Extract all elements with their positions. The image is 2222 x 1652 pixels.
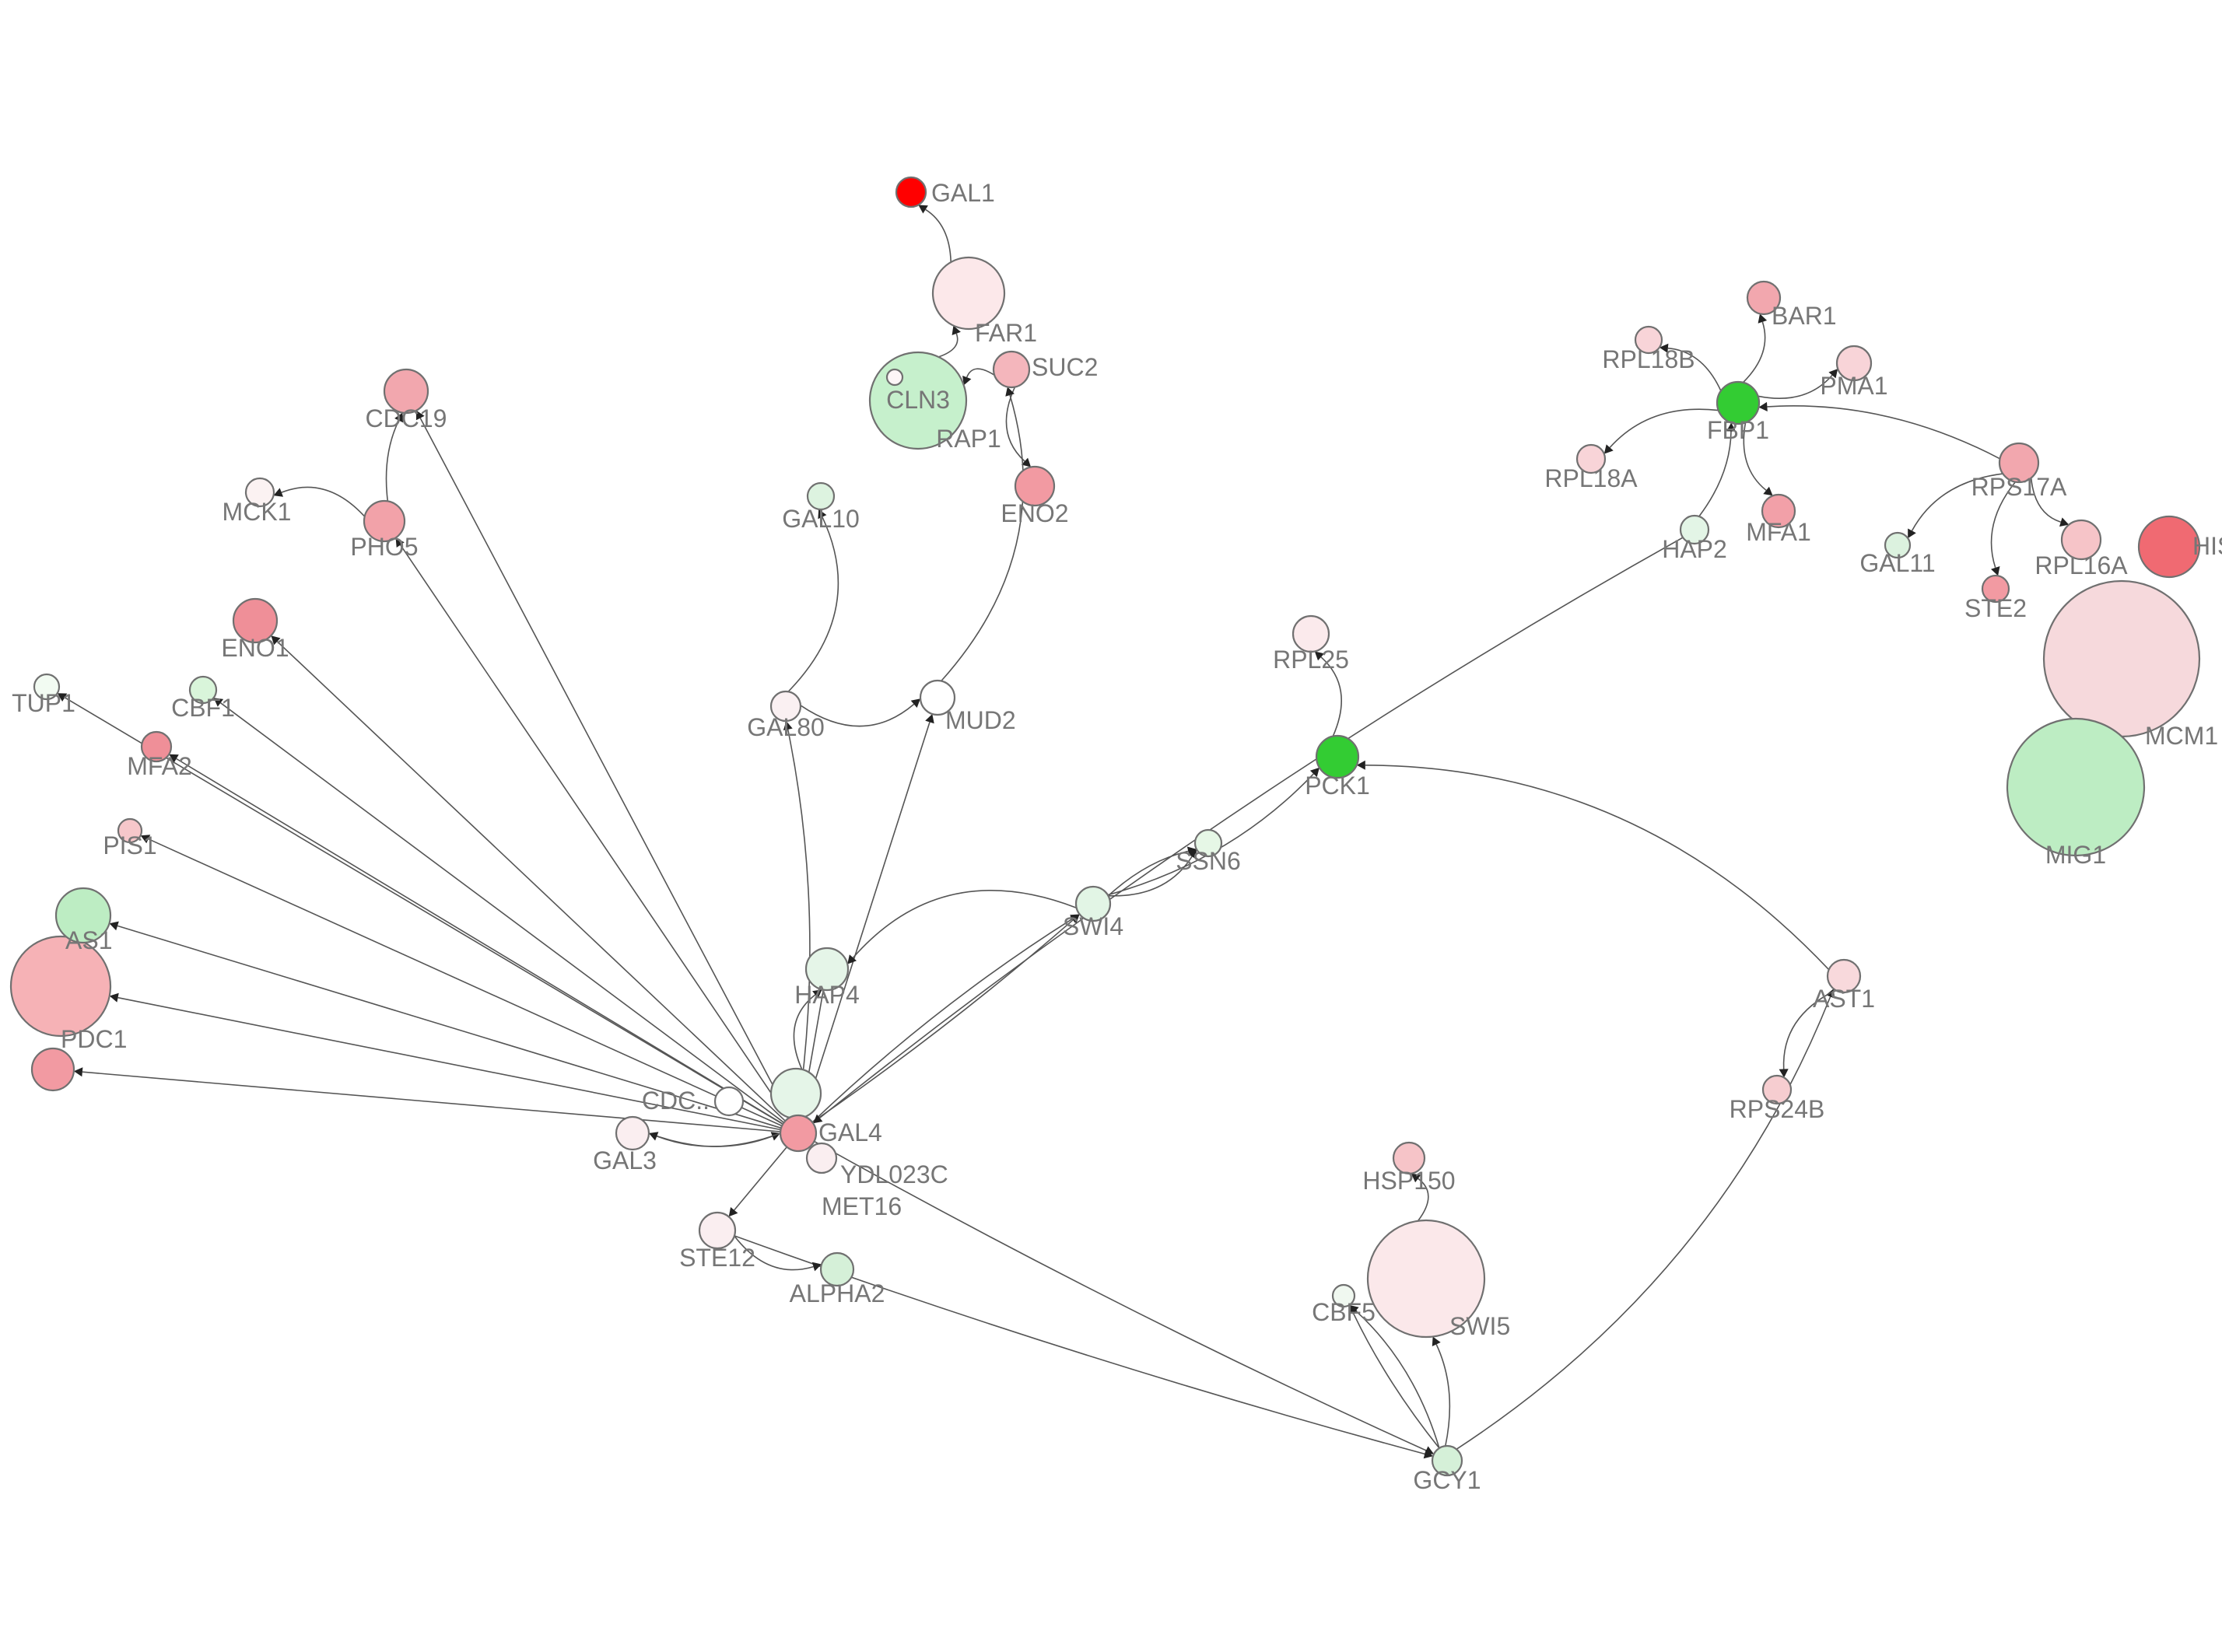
- svg-text:RPS17A: RPS17A: [1971, 473, 2067, 501]
- svg-text:GAL10: GAL10: [782, 505, 860, 533]
- svg-text:GAL3: GAL3: [593, 1146, 657, 1174]
- svg-text:SWI5: SWI5: [1449, 1312, 1510, 1340]
- svg-text:RPS24B: RPS24B: [1730, 1095, 1825, 1123]
- svg-text:SWI4: SWI4: [1063, 912, 1123, 940]
- svg-text:MET16: MET16: [822, 1192, 902, 1220]
- svg-text:PHO5: PHO5: [350, 533, 418, 561]
- svg-text:TUP1: TUP1: [12, 689, 75, 717]
- svg-text:BAR1: BAR1: [1772, 302, 1837, 330]
- svg-text:RPL18A: RPL18A: [1544, 464, 1638, 492]
- svg-text:MFA2: MFA2: [127, 752, 192, 780]
- svg-text:YDL023C: YDL023C: [840, 1160, 948, 1188]
- svg-text:RPL25: RPL25: [1273, 646, 1349, 674]
- svg-text:ENO2: ENO2: [1001, 499, 1068, 527]
- svg-text:AS1: AS1: [65, 926, 112, 954]
- svg-text:AST1: AST1: [1813, 985, 1875, 1013]
- svg-text:FBP1: FBP1: [1707, 416, 1769, 444]
- svg-text:ALPHA2: ALPHA2: [790, 1279, 885, 1307]
- svg-text:MCK1: MCK1: [223, 498, 292, 526]
- svg-text:SSN6: SSN6: [1176, 847, 1241, 875]
- svg-text:PCK1: PCK1: [1305, 772, 1370, 800]
- svg-text:MCM1: MCM1: [2145, 722, 2218, 750]
- svg-text:HIS4: HIS4: [2192, 532, 2222, 560]
- svg-text:MFA1: MFA1: [1746, 518, 1811, 546]
- svg-text:GAL11: GAL11: [1859, 549, 1935, 577]
- svg-text:HAP4: HAP4: [794, 981, 860, 1009]
- svg-text:STE2: STE2: [1964, 594, 2027, 622]
- svg-text:FAR1: FAR1: [975, 319, 1037, 347]
- svg-text:PMA1: PMA1: [1820, 372, 1887, 400]
- svg-text:GAL4: GAL4: [818, 1118, 882, 1146]
- svg-text:MIG1: MIG1: [2045, 841, 2106, 869]
- svg-text:GAL80: GAL80: [747, 713, 825, 741]
- svg-text:RPL18B: RPL18B: [1602, 345, 1695, 373]
- svg-text:RAP1: RAP1: [936, 425, 1001, 453]
- svg-text:CLN3: CLN3: [886, 386, 950, 414]
- svg-text:PIS1: PIS1: [103, 831, 156, 859]
- svg-text:CDC19: CDC19: [366, 404, 447, 432]
- svg-text:MUD2: MUD2: [945, 706, 1016, 734]
- svg-text:PDC1: PDC1: [61, 1025, 127, 1053]
- svg-text:SUC2: SUC2: [1032, 353, 1098, 381]
- svg-text:CDC..: CDC..: [642, 1087, 710, 1115]
- svg-text:RPL16A: RPL16A: [2034, 551, 2128, 579]
- svg-text:ENO1: ENO1: [221, 634, 289, 662]
- svg-text:HAP2: HAP2: [1662, 535, 1727, 563]
- svg-text:CBF5: CBF5: [1312, 1298, 1376, 1326]
- svg-text:STE12: STE12: [679, 1244, 755, 1272]
- svg-text:GAL1: GAL1: [931, 179, 995, 207]
- svg-text:GCY1: GCY1: [1413, 1466, 1481, 1494]
- svg-text:HSP150: HSP150: [1362, 1167, 1455, 1195]
- svg-text:CBF1: CBF1: [171, 694, 235, 722]
